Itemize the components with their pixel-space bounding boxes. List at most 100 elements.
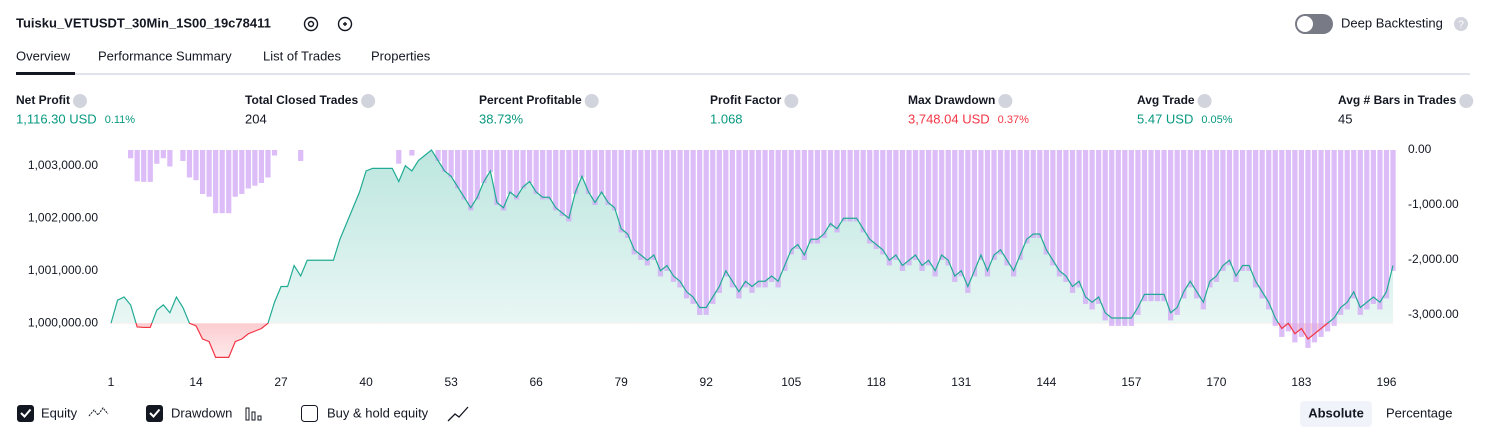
x-tick-label: 1: [108, 375, 115, 389]
x-tick-label: 118: [867, 375, 886, 389]
drawdown-bar: [271, 150, 278, 156]
legend-label[interactable]: Equity: [41, 405, 78, 420]
drawdown-bar: [723, 150, 729, 277]
x-tick-label: 105: [781, 375, 801, 389]
info-icon[interactable]: [784, 94, 799, 108]
drawdown-bar: [952, 150, 958, 282]
x-tick-label: 66: [529, 375, 543, 389]
info-icon[interactable]: [1459, 94, 1474, 108]
scale-mode[interactable]: Absolute: [1308, 405, 1364, 420]
drawdown-bar: [1102, 150, 1108, 321]
drawdown-bar: [834, 150, 840, 233]
legend-equity[interactable]: [17, 405, 109, 422]
drawdown-bar: [226, 150, 232, 214]
drawdown-bar: [527, 150, 533, 183]
tab[interactable]: Overview: [16, 48, 71, 63]
absolute-button[interactable]: [1300, 401, 1372, 427]
legend-drawdown[interactable]: [146, 405, 262, 422]
drawdown-bar: [618, 150, 624, 233]
metric-value: 38.73%: [479, 111, 524, 126]
drawdown-bar: [880, 150, 886, 255]
drawdown-bar: [1292, 150, 1298, 343]
drawdown-bar: [631, 150, 637, 255]
drawdown-bar: [1024, 150, 1030, 244]
x-tick-label: 144: [1036, 375, 1056, 389]
drawdown-bar: [769, 150, 775, 282]
tab[interactable]: Performance Summary: [98, 48, 232, 63]
drawdown-bar: [520, 150, 526, 189]
drawdown-bar: [1017, 150, 1023, 260]
drawdown-bar: [1096, 150, 1102, 304]
drawdown-bar: [1030, 150, 1036, 238]
x-tick-label: 14: [189, 375, 203, 389]
drawdown-bar: [1043, 150, 1049, 255]
drawdown-bar: [801, 150, 807, 260]
metric-value: 45: [1338, 111, 1352, 126]
drawdown-bar: [507, 150, 513, 194]
drawdown-bar: [258, 150, 265, 183]
tab[interactable]: List of Trades: [263, 48, 342, 63]
tab[interactable]: Properties: [371, 48, 431, 63]
drawdown-bar: [396, 150, 402, 164]
drawdown-bar: [1220, 150, 1226, 271]
settings-icon[interactable]: [303, 16, 319, 32]
drawdown-bar: [958, 150, 964, 277]
drawdown-bar: [206, 150, 212, 197]
scale-mode[interactable]: Percentage: [1386, 405, 1453, 420]
drawdown-bar: [991, 150, 997, 260]
drawdown-bar: [566, 150, 572, 222]
metric-value: 1,116.30 USD: [16, 111, 97, 126]
drawdown-bar: [703, 150, 709, 315]
drawdown-bar: [683, 150, 690, 299]
drawdown-bar: [1259, 150, 1265, 299]
drawdown-bar: [1069, 150, 1076, 293]
info-icon[interactable]: [584, 94, 599, 108]
drawdown-bar: [213, 150, 219, 214]
drawdown-bar: [1174, 150, 1180, 315]
drawdown-bar: [854, 150, 860, 222]
drawdown-bar: [939, 150, 945, 260]
drawdown-bar: [252, 150, 258, 186]
drawdown-bar: [1351, 150, 1357, 299]
drawdown-bar: [553, 150, 559, 211]
drawdown-bar: [1063, 150, 1069, 282]
drawdown-bar: [808, 150, 814, 244]
legend-label[interactable]: Drawdown: [171, 405, 232, 420]
y2-tick-label: 0.00: [1408, 142, 1432, 156]
drawdown-bar: [193, 150, 199, 181]
drawdown-bar: [128, 150, 134, 159]
drawdown-bar: [814, 150, 821, 244]
drawdown-bar: [925, 150, 932, 266]
info-icon[interactable]: [1197, 94, 1212, 108]
info-icon[interactable]: [998, 94, 1013, 108]
x-tick-label: 157: [1121, 375, 1141, 389]
drawdown-bar: [945, 150, 951, 266]
metric-value: 3,748.04 USD: [908, 111, 990, 126]
help-icon[interactable]: ?: [1454, 17, 1468, 31]
svg-text:?: ?: [1458, 20, 1464, 31]
drawdown-bar: [1390, 150, 1396, 271]
drawdown-bar: [186, 150, 193, 178]
metric-label: Total Closed Trades: [245, 93, 358, 107]
info-icon[interactable]: [361, 94, 376, 108]
drawdown-bar: [1233, 150, 1239, 282]
drawdown-bar: [1331, 150, 1337, 326]
info-icon[interactable]: [73, 94, 87, 108]
legend-buy-hold[interactable]: [301, 405, 469, 422]
drawdown-bar: [1004, 150, 1010, 266]
metric-label: Avg Trade: [1137, 93, 1195, 107]
drawdown-bar: [435, 150, 441, 161]
legend-label[interactable]: Buy & hold equity: [327, 405, 429, 420]
drawdown-bar: [1207, 150, 1213, 288]
refresh-icon[interactable]: [337, 16, 353, 32]
drawdown-bar: [1011, 150, 1017, 277]
drawdown-bar: [1141, 150, 1148, 302]
equity-area: [111, 150, 1393, 358]
drawdown-bar: [657, 150, 664, 277]
deep-backtesting-toggle[interactable]: [1295, 14, 1333, 34]
drawdown-bar: [546, 150, 552, 200]
drawdown-bar: [1272, 150, 1278, 326]
drawdown-bar: [265, 150, 271, 178]
drawdown-bar: [886, 150, 892, 266]
